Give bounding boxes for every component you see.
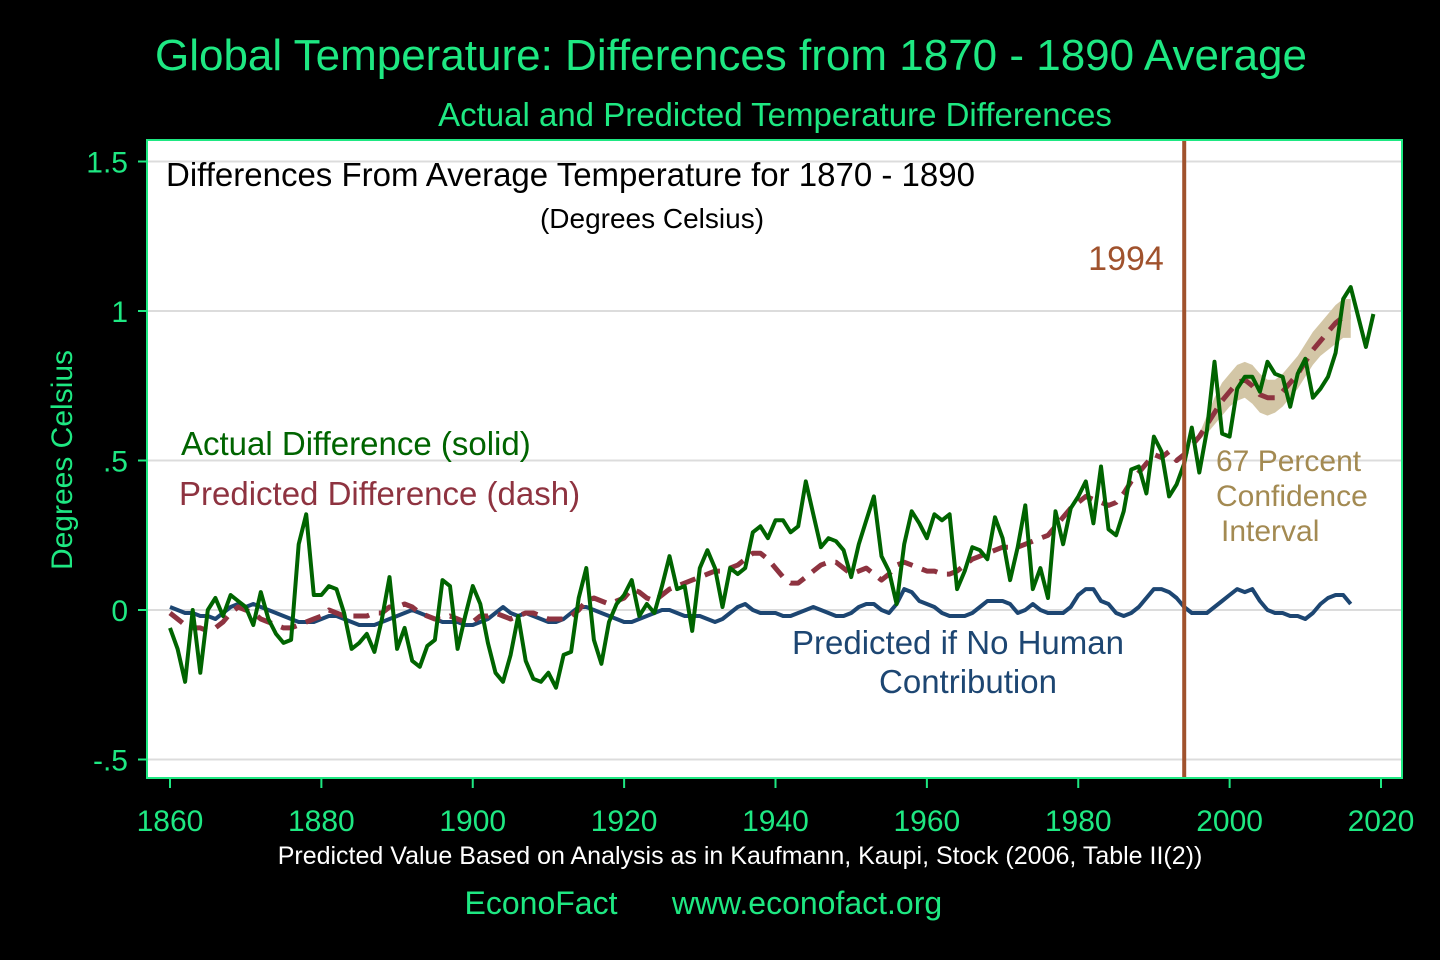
chart-title: Global Temperature: Differences from 187…	[155, 31, 1307, 80]
y-tick-label: 1	[111, 296, 128, 329]
footer-url[interactable]: www.econofact.org	[671, 885, 942, 921]
label-natural-2: Contribution	[879, 663, 1057, 700]
vline-label: 1994	[1088, 240, 1164, 278]
y-tick-label: -.5	[93, 745, 128, 778]
ci-label-1: 67 Percent	[1216, 445, 1362, 478]
inner-title: Differences From Average Temperature for…	[166, 156, 975, 193]
ci-label-2: Confidence	[1216, 480, 1368, 513]
x-tick-label: 2020	[1348, 805, 1415, 838]
actual-line	[168, 285, 1376, 690]
y-tick-label: .5	[103, 446, 128, 479]
x-axis-label: Predicted Value Based on Analysis as in …	[278, 842, 1203, 870]
gridlines	[148, 160, 1401, 761]
label-natural-1: Predicted if No Human	[792, 624, 1124, 661]
legend-predicted: Predicted Difference (dash)	[179, 475, 580, 512]
confidence-band-area	[1199, 299, 1351, 440]
chart-subtitle: Actual and Predicted Temperature Differe…	[438, 96, 1112, 133]
series-lines	[168, 285, 1376, 690]
confidence-band	[1199, 299, 1351, 440]
x-tick-label: 1980	[1045, 805, 1112, 838]
y-tick-label: 0	[111, 595, 128, 628]
ci-label-3: Interval	[1221, 515, 1319, 548]
y-axis-ticks: 1.51.50-.5	[86, 147, 147, 778]
legend-actual: Actual Difference (solid)	[181, 425, 531, 462]
x-tick-label: 1860	[137, 805, 204, 838]
x-tick-label: 1900	[439, 805, 506, 838]
plot-area	[146, 139, 1403, 779]
x-tick-label: 1920	[591, 805, 658, 838]
natural-line	[169, 587, 1353, 627]
predicted-line	[168, 314, 1351, 634]
y-tick-label: 1.5	[86, 147, 128, 180]
y-axis-label: Degrees Celsius	[46, 350, 79, 570]
x-tick-label: 1880	[288, 805, 355, 838]
x-tick-label: 2000	[1196, 805, 1263, 838]
x-axis-ticks: 1860 1880 1900 1920 1940 1960 1980 2000 2020	[137, 778, 1415, 838]
footer-econofact: EconoFact	[465, 885, 618, 921]
x-tick-label: 1960	[894, 805, 961, 838]
inner-subtitle: (Degrees Celsius)	[540, 203, 764, 234]
x-tick-label: 1940	[742, 805, 809, 838]
